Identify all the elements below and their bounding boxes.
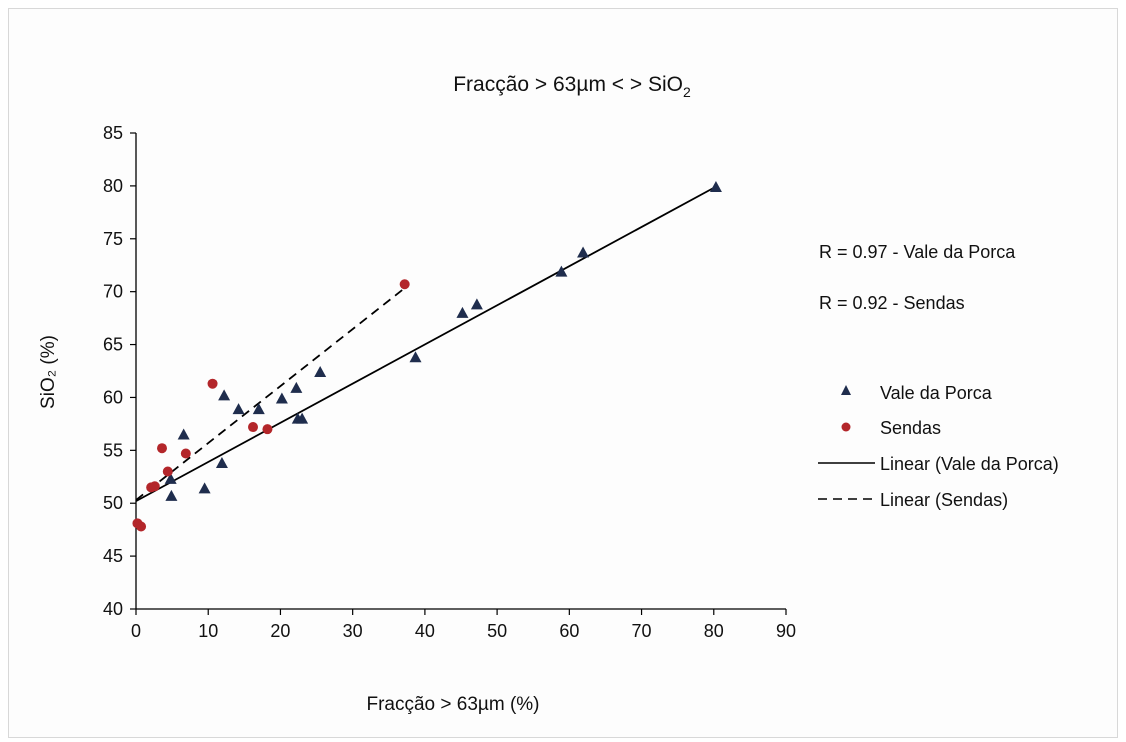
point-sendas [248,422,258,433]
x-tick-label: 50 [487,621,507,641]
x-tick-group: 0 10 20 30 40 50 60 70 80 90 [131,609,796,641]
point-sendas [262,424,273,435]
point-sendas [399,279,410,290]
y-tick-label: 45 [103,546,123,566]
point-vale-da-porca [555,265,568,277]
trendline-vale-da-porca [135,185,718,502]
point-vale-da-porca [296,412,309,424]
legend-marker-vale-da-porca [841,385,851,395]
trendline-group [135,185,718,502]
annotation-r-sendas: R = 0.92 - Sendas [819,293,965,313]
point-sendas [180,448,191,459]
point-vale-da-porca [275,392,288,404]
x-tick-label: 20 [270,621,290,641]
point-vale-da-porca [164,472,177,484]
legend-label-sendas: Sendas [880,418,941,438]
point-sendas [149,481,160,492]
y-tick-group: 40 45 50 55 60 65 70 75 80 85 [103,123,136,619]
y-tick-label: 70 [103,282,123,302]
y-tick-label: 80 [103,176,123,196]
y-tick-label: 55 [103,440,123,460]
y-tick-label: 75 [103,229,123,249]
legend-label-vale-da-porca: Vale da Porca [880,383,993,403]
point-group [132,180,722,532]
y-tick-label: 85 [103,123,123,143]
x-axis-label: Fracção > 63µm (%) [366,694,539,715]
point-vale-da-porca [177,428,190,440]
trendline-sendas [135,285,408,501]
chart-frame: Fracção > 63µm < > SiO2 40 45 50 55 60 65 70 75… [8,8,1118,738]
point-vale-da-porca [198,482,211,494]
point-vale-da-porca [314,366,327,378]
point-vale-da-porca [232,403,245,415]
point-sendas [162,466,173,477]
point-vale-da-porca [709,180,722,192]
y-tick-label: 65 [103,335,123,355]
point-vale-da-porca [456,306,469,318]
y-tick-label: 60 [103,387,123,407]
x-tick-label: 30 [343,621,363,641]
point-vale-da-porca [215,457,228,469]
x-tick-label: 90 [776,621,796,641]
point-vale-da-porca [290,381,303,393]
point-vale-da-porca [165,489,178,501]
x-tick-label: 70 [632,621,652,641]
y-tick-label: 40 [103,599,123,619]
x-tick-label: 40 [415,621,435,641]
legend: Vale da Porca Sendas Linear (Vale da Por… [818,383,1059,510]
x-tick-label: 60 [559,621,579,641]
point-vale-da-porca [577,246,590,258]
x-tick-label: 80 [704,621,724,641]
point-sendas [157,443,167,454]
point-vale-da-porca [409,351,422,363]
x-tick-label: 10 [198,621,218,641]
point-sendas [207,378,218,389]
legend-label-linear-sendas: Linear (Sendas) [880,490,1008,510]
annotation-r-vale-da-porca: R = 0.97 - Vale da Porca [819,242,1016,262]
legend-label-linear-vale-da-porca: Linear (Vale da Porca) [880,454,1059,474]
point-sendas [136,521,147,532]
y-tick-label: 50 [103,493,123,513]
y-axis-label: SiO₂ (%) [38,335,59,409]
point-vale-da-porca [218,389,231,401]
x-tick-label: 0 [131,621,141,641]
point-vale-da-porca [470,298,483,310]
point-vale-da-porca [252,403,265,415]
legend-marker-sendas [841,422,851,432]
chart-svg: Fracção > 63µm < > SiO2 40 45 50 55 60 65 70 75… [38,73,1059,715]
chart-title: Fracção > 63µm < > SiO2 [453,73,691,100]
